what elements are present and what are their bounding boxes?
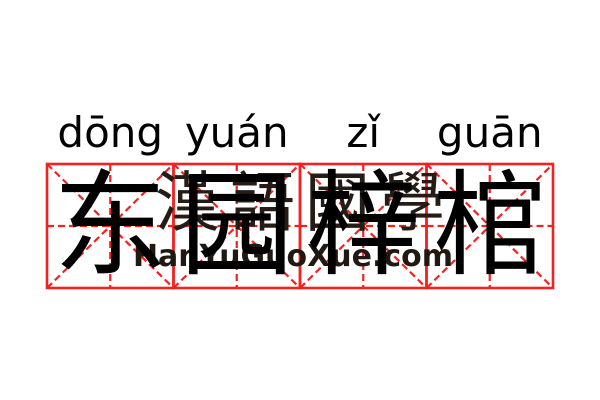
hanzi-character-1: 东 — [53, 159, 168, 292]
pinyin-syllable-1: dōng — [57, 108, 164, 157]
hanzi-character-2: 园 — [179, 159, 294, 292]
mizige-practice-grid — [45, 162, 555, 290]
watermark-site-text: HanYuGuoXue.com — [132, 239, 454, 274]
pinyin-row: dōng yuán zǐ guān — [47, 98, 553, 154]
pinyin-syllable-4: guān — [436, 108, 543, 157]
pinyin-syllable-2: yuán — [184, 108, 289, 157]
watermark-cjk-text: 漢語國學 — [154, 166, 455, 241]
hanzi-character-3: 梓 — [306, 159, 421, 292]
characters-row: 东 园 梓 棺 — [47, 164, 553, 288]
hanzi-character-4: 棺 — [432, 159, 547, 292]
pinyin-syllable-3: zǐ — [346, 108, 381, 157]
